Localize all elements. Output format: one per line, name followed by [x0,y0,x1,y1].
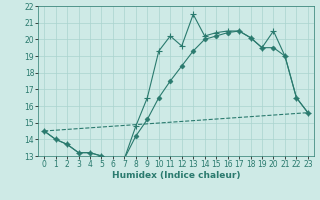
X-axis label: Humidex (Indice chaleur): Humidex (Indice chaleur) [112,171,240,180]
